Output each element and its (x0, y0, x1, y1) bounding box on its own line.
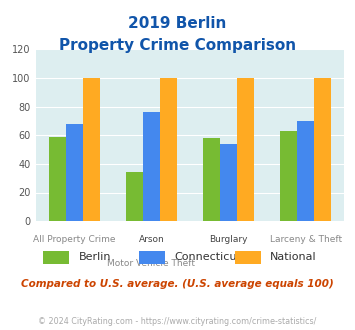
FancyBboxPatch shape (139, 251, 165, 264)
Text: 2019 Berlin: 2019 Berlin (128, 16, 227, 31)
Text: Berlin: Berlin (78, 252, 111, 262)
Text: National: National (270, 252, 317, 262)
Bar (237, 78, 254, 221)
Text: Burglary: Burglary (209, 235, 248, 244)
Bar (314, 78, 331, 221)
Text: Property Crime Comparison: Property Crime Comparison (59, 38, 296, 53)
Text: © 2024 CityRating.com - https://www.cityrating.com/crime-statistics/: © 2024 CityRating.com - https://www.city… (38, 317, 317, 326)
Text: Arson: Arson (138, 235, 164, 244)
Bar (143, 113, 160, 221)
Text: Motor Vehicle Theft: Motor Vehicle Theft (107, 259, 195, 268)
FancyBboxPatch shape (235, 251, 261, 264)
FancyBboxPatch shape (43, 251, 69, 264)
Text: Connecticut: Connecticut (174, 252, 241, 262)
Bar (280, 131, 297, 221)
Bar (160, 78, 177, 221)
Bar (49, 137, 66, 221)
Bar (66, 124, 83, 221)
Bar (83, 78, 100, 221)
Text: Compared to U.S. average. (U.S. average equals 100): Compared to U.S. average. (U.S. average … (21, 279, 334, 289)
Bar (126, 173, 143, 221)
Text: All Property Crime: All Property Crime (33, 235, 115, 244)
Bar (220, 144, 237, 221)
Text: Larceny & Theft: Larceny & Theft (270, 235, 342, 244)
Bar (297, 121, 314, 221)
Bar (203, 138, 220, 221)
